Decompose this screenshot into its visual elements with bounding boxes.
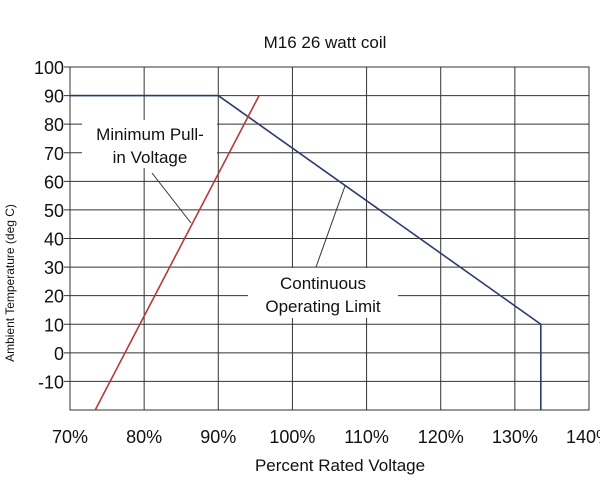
series-lines (70, 94, 542, 411)
y-tick-label: 60 (44, 172, 64, 192)
y-tick-label: 50 (44, 201, 64, 221)
x-tick-label: 110% (344, 427, 389, 447)
x-tick-label: 140% (566, 427, 600, 447)
x-tick-label: 120% (418, 427, 464, 447)
y-axis-label: Ambient Temperature (deg C) (3, 204, 17, 362)
minimum-pull-in-voltage-line (94, 95, 260, 411)
pull-in-annotation-line-2: in Voltage (113, 148, 188, 167)
y-tick-label: 30 (44, 258, 64, 278)
continuous-leader-line (315, 185, 346, 268)
pull-in-annotation-line-1: Minimum Pull- (96, 125, 204, 144)
x-tick-labels: 70% 80% 90% 100% 110% 120% 130% 140% (52, 427, 600, 447)
x-tick-label: 130% (492, 427, 538, 447)
y-tick-label: -10 (38, 372, 64, 392)
continuous-annotation-line-1: Continuous (280, 274, 366, 293)
x-tick-label: 100% (269, 427, 315, 447)
y-tick-label: 90 (44, 87, 64, 107)
pull-in-leader-line (151, 172, 192, 224)
y-tick-label: 70 (44, 144, 64, 164)
y-tick-label: 40 (44, 230, 64, 250)
annotations: Minimum Pull- in Voltage Continuous Oper… (82, 120, 398, 318)
y-tick-label: 10 (44, 315, 64, 335)
y-tick-labels: -10 0 10 20 30 40 50 60 70 80 90 100 (34, 58, 64, 392)
y-tick-label: 20 (44, 287, 64, 307)
continuous-annotation-line-2: Operating Limit (265, 297, 381, 316)
y-tick-label: 0 (54, 344, 64, 364)
y-tick-label: 80 (44, 115, 64, 135)
x-tick-label: 80% (126, 427, 162, 447)
x-tick-label: 90% (200, 427, 236, 447)
x-tick-label: 70% (52, 427, 88, 447)
x-axis-label: Percent Rated Voltage (255, 456, 425, 475)
chart-title: M16 26 watt coil (264, 33, 387, 52)
continuous-operating-limit-line (70, 94, 542, 410)
y-tick-label: 100 (34, 58, 64, 78)
